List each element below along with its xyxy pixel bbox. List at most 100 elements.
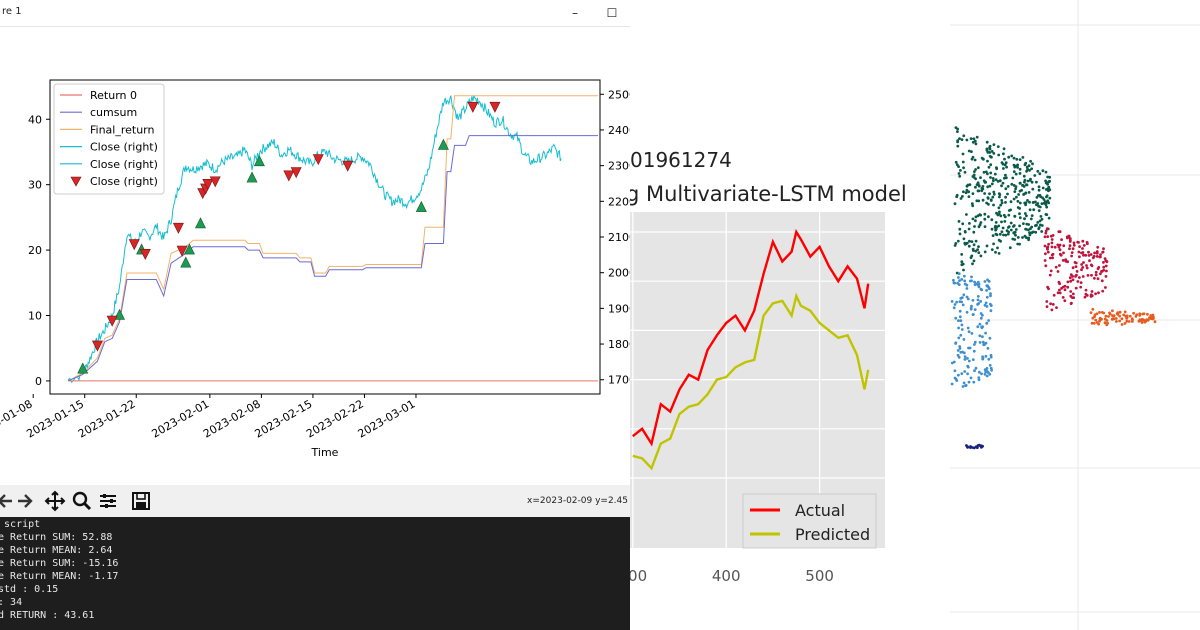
scatter-point [1089, 311, 1093, 314]
forward-icon[interactable] [14, 490, 36, 512]
scatter-point [994, 228, 998, 231]
scatter-point [988, 147, 992, 151]
scatter-point [1046, 250, 1050, 254]
scatter-point [1111, 309, 1114, 313]
scatter-point [1028, 179, 1032, 182]
scatter-point [983, 212, 987, 216]
scatter-point [1081, 275, 1085, 278]
scatter-point [1031, 187, 1035, 191]
scatter-point [955, 163, 959, 167]
sell-marker [312, 154, 324, 166]
scatter-point [976, 298, 980, 302]
y-tick-label-left: 20 [28, 244, 42, 257]
scatter-point [959, 197, 963, 200]
scatter-point [986, 196, 990, 200]
scatter-point [1079, 285, 1083, 289]
scatter-point [998, 232, 1002, 236]
scatter-point [974, 168, 977, 171]
scatter-point [981, 444, 984, 448]
scatter-point [958, 174, 962, 178]
actual-line [632, 228, 870, 447]
scatter-point [961, 303, 965, 307]
scatter-point [958, 309, 962, 313]
scatter-point [966, 357, 969, 360]
scatter-point [971, 217, 975, 221]
scatter-point [957, 336, 961, 340]
sell-marker [489, 101, 501, 113]
scatter-point [1004, 233, 1008, 237]
pan-icon[interactable] [44, 490, 66, 512]
scatter-point [1012, 231, 1016, 235]
scatter-point [1048, 273, 1052, 277]
cluster-scatter-panel [950, 0, 1200, 630]
scatter-point [979, 287, 983, 291]
scatter-point [959, 319, 963, 323]
x-tick-label: 2023-02-22 [304, 397, 366, 440]
scatter-point [1072, 243, 1076, 247]
scatter-point [960, 328, 964, 331]
back-icon[interactable] [0, 490, 16, 512]
scatter-point [1025, 214, 1028, 218]
scatter-point [953, 202, 957, 206]
scatter-point [992, 190, 996, 194]
scatter-point [1101, 250, 1104, 254]
scatter-point [980, 186, 984, 190]
minimize-button[interactable]: – [572, 6, 578, 20]
scatter-point [1005, 176, 1008, 180]
scatter-point [1037, 185, 1041, 189]
scatter-point [965, 138, 969, 142]
scatter-point [968, 222, 971, 225]
scatter-point [958, 137, 961, 141]
scatter-point [956, 144, 960, 148]
scatter-point [965, 310, 969, 314]
scatter-point [1115, 320, 1118, 323]
scatter-point [988, 144, 992, 148]
scatter-point [974, 215, 978, 219]
scatter-point [954, 316, 958, 320]
scatter-point [979, 254, 983, 258]
save-icon[interactable] [130, 490, 152, 512]
scatter-point [957, 319, 960, 322]
scatter-point [959, 333, 963, 337]
scatter-point [965, 283, 969, 287]
scatter-point [961, 350, 964, 354]
scatter-point [986, 346, 990, 350]
scatter-point [976, 295, 980, 298]
scatter-point [971, 192, 975, 196]
scatter-point [1127, 320, 1131, 323]
scatter-point [964, 242, 968, 246]
cursor-coordinates: x=2023-02-09 y=2.45 [527, 496, 628, 506]
scatter-point [956, 140, 959, 144]
scatter-point [985, 305, 989, 308]
scatter-point [952, 306, 956, 310]
zoom-icon[interactable] [71, 490, 93, 512]
scatter-point [1131, 318, 1134, 322]
scatter-point [953, 369, 957, 373]
scatter-point [990, 155, 993, 159]
sell-marker [91, 340, 103, 352]
configure-subplots-icon[interactable] [97, 490, 119, 512]
scatter-point [1071, 247, 1075, 251]
scatter-point [1030, 225, 1034, 229]
scatter-point [985, 201, 988, 205]
maximize-button[interactable]: ☐ [606, 6, 618, 20]
scatter-point [990, 150, 994, 153]
scatter-point [967, 227, 971, 231]
scatter-point [1023, 234, 1027, 238]
returns-chart[interactable]: 0 10 20 30 40 1700 1800 1900 2000 2100 2200 2300 240… [0, 27, 630, 485]
scatter-point [988, 184, 992, 188]
scatter-point [1037, 209, 1041, 213]
scatter-point [1102, 265, 1106, 269]
scatter-point [1049, 302, 1052, 306]
scatter-point [1036, 221, 1040, 224]
scatter-point [1047, 242, 1050, 246]
scatter-point [1054, 265, 1058, 269]
scatter-point [972, 137, 976, 141]
scatter-point [962, 338, 966, 341]
scatter-point [1047, 216, 1051, 220]
scatter-point [1043, 259, 1047, 262]
scatter-point [975, 199, 979, 203]
scatter-point [1003, 157, 1006, 161]
scatter-point [979, 312, 983, 315]
scatter-point [1004, 201, 1007, 204]
